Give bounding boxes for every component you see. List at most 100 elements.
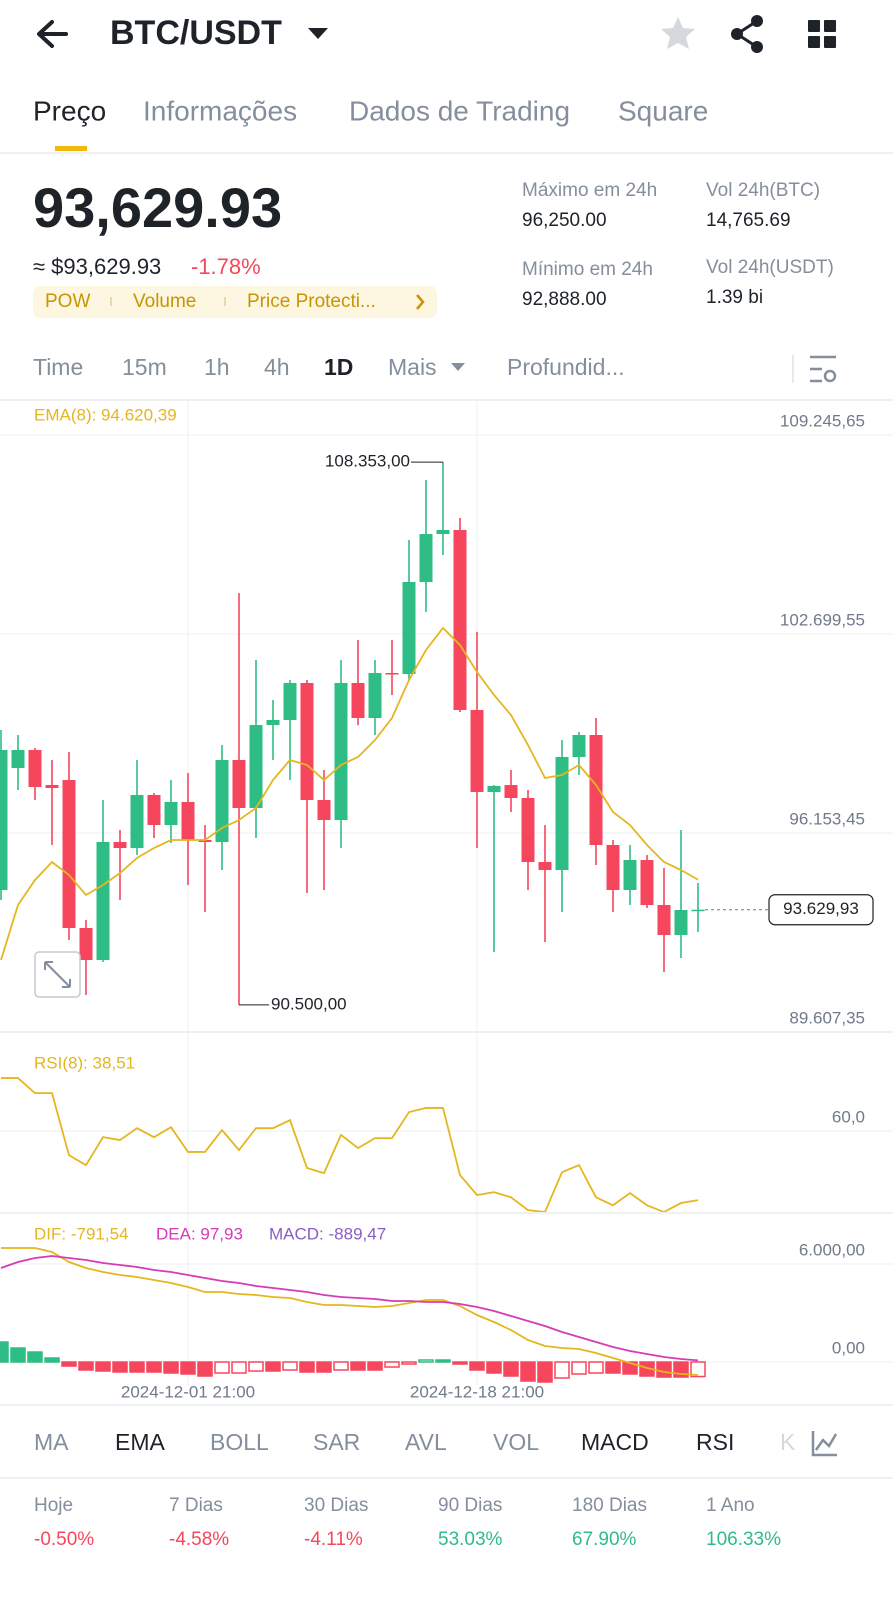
indicator-tab[interactable]: MA <box>34 1429 69 1455</box>
candle-body <box>657 905 671 936</box>
legend-label: DEA: 97,93 <box>156 1224 243 1243</box>
macd-bar <box>520 1361 536 1382</box>
period-change: 53.03% <box>438 1529 503 1550</box>
interval[interactable]: 4h <box>264 354 290 380</box>
y-tick-label: 89.607,35 <box>789 1008 865 1027</box>
series-line <box>0 1255 699 1362</box>
expand-button[interactable] <box>34 951 81 998</box>
interval[interactable]: Mais <box>388 354 437 380</box>
tag[interactable]: Volume <box>133 291 196 312</box>
pair-dropdown[interactable] <box>308 28 328 39</box>
stat-label: Vol 24h(USDT) <box>706 257 834 278</box>
more-caret[interactable] <box>451 363 465 371</box>
pair-title[interactable]: BTC/USDT <box>110 14 282 52</box>
macd-bar <box>333 1361 349 1371</box>
stat-label: Mínimo em 24h <box>522 259 653 280</box>
candle-body <box>0 749 8 891</box>
period-label: 180 Dias <box>572 1495 647 1516</box>
candle-body <box>198 840 212 843</box>
tag[interactable]: Price Protecti... <box>247 291 376 312</box>
tab-indicator <box>55 146 87 151</box>
macd-bar <box>503 1361 519 1377</box>
indicator-tab[interactable]: EMA <box>115 1429 166 1455</box>
indicator-tab[interactable]: BOLL <box>210 1429 269 1455</box>
candle-body <box>317 799 331 821</box>
candle-body <box>572 735 586 757</box>
macd-bar <box>214 1361 230 1374</box>
candle-body <box>555 756 569 871</box>
period-label: 7 Dias <box>169 1495 223 1516</box>
tab[interactable]: Preço <box>33 95 106 126</box>
candle-body <box>623 860 637 891</box>
share-icon[interactable] <box>731 15 763 53</box>
y-tick-label: 6.000,00 <box>799 1240 865 1259</box>
series-line <box>1 1077 699 1214</box>
interval[interactable]: 15m <box>122 354 167 380</box>
stat-label: Vol 24h(BTC) <box>706 180 820 201</box>
candle-body <box>300 682 314 800</box>
macd-bar <box>588 1361 604 1374</box>
indicator-tab[interactable]: SAR <box>313 1429 360 1455</box>
macd-bar <box>690 1361 706 1378</box>
last-price-box <box>768 894 874 926</box>
interval[interactable]: Time <box>33 354 83 380</box>
back-button[interactable] <box>37 20 68 48</box>
period-change: 106.33% <box>706 1529 781 1550</box>
chart-settings-icon[interactable] <box>810 355 837 383</box>
candle-body <box>11 749 25 768</box>
series-line <box>1 1247 699 1376</box>
candle-body <box>368 672 382 719</box>
indicator-tab[interactable]: VOL <box>493 1429 539 1455</box>
macd-bar <box>418 1359 434 1363</box>
stat-value: 96,250.00 <box>522 210 607 231</box>
macd-bar <box>197 1361 213 1377</box>
tag-bar[interactable] <box>33 286 437 318</box>
legend-label: RSI(8): 38,51 <box>34 1053 135 1072</box>
interval[interactable]: 1D <box>324 354 353 380</box>
tab[interactable]: Square <box>618 95 708 126</box>
chart: 109.245,65 102.699,55 96.153,45 89.607,35 20… <box>0 400 893 1401</box>
macd-bar <box>44 1357 60 1363</box>
indicator-tab[interactable]: RSI <box>696 1429 734 1455</box>
tab[interactable]: Informações <box>143 95 297 126</box>
tag-chevron[interactable] <box>416 294 425 310</box>
candle-body <box>385 672 399 675</box>
interval[interactable]: 1h <box>204 354 230 380</box>
macd-bar <box>231 1361 247 1374</box>
period-change: -0.50% <box>34 1529 94 1550</box>
macd-bar <box>78 1361 94 1371</box>
candle-body <box>470 709 484 793</box>
candle-body <box>266 719 280 726</box>
indicator-settings-icon[interactable] <box>811 1431 838 1457</box>
indicator-tab[interactable]: MACD <box>581 1429 649 1455</box>
stat-value: 1.39 bi <box>706 287 763 308</box>
candle-body <box>232 759 246 808</box>
macd-bar <box>367 1361 383 1371</box>
candle-body <box>402 582 416 674</box>
tag-separator <box>110 297 112 306</box>
indicator-tab[interactable]: AVL <box>405 1429 447 1455</box>
performance: Hoje -0.50% 7 Dias -4.58% 30 Dias -4.11% 90 Di… <box>34 1495 781 1550</box>
candle-body <box>79 928 93 960</box>
legend-label: MACD: -889,47 <box>269 1224 386 1243</box>
macd-bar <box>282 1361 298 1371</box>
macd-bar <box>452 1361 468 1365</box>
candle-body <box>521 797 535 862</box>
candle-body <box>351 682 365 719</box>
tab[interactable]: Dados de Trading <box>349 95 570 126</box>
macd-bar <box>350 1361 366 1371</box>
tag[interactable]: POW <box>45 291 90 312</box>
macd-bar <box>401 1361 417 1365</box>
candle-body <box>538 861 552 871</box>
macd-bar <box>486 1361 502 1374</box>
last-price-label: 93.629,93 <box>783 899 859 918</box>
candle-body <box>62 779 76 929</box>
price-usd: ≈ $93,629.93 <box>33 254 161 279</box>
interval[interactable]: Profundid... <box>507 354 625 380</box>
macd-bar <box>605 1361 621 1374</box>
macd-bar <box>469 1361 485 1371</box>
favorite-icon[interactable] <box>661 17 695 49</box>
macd-bar <box>180 1361 196 1375</box>
grid-icon[interactable] <box>808 20 836 48</box>
